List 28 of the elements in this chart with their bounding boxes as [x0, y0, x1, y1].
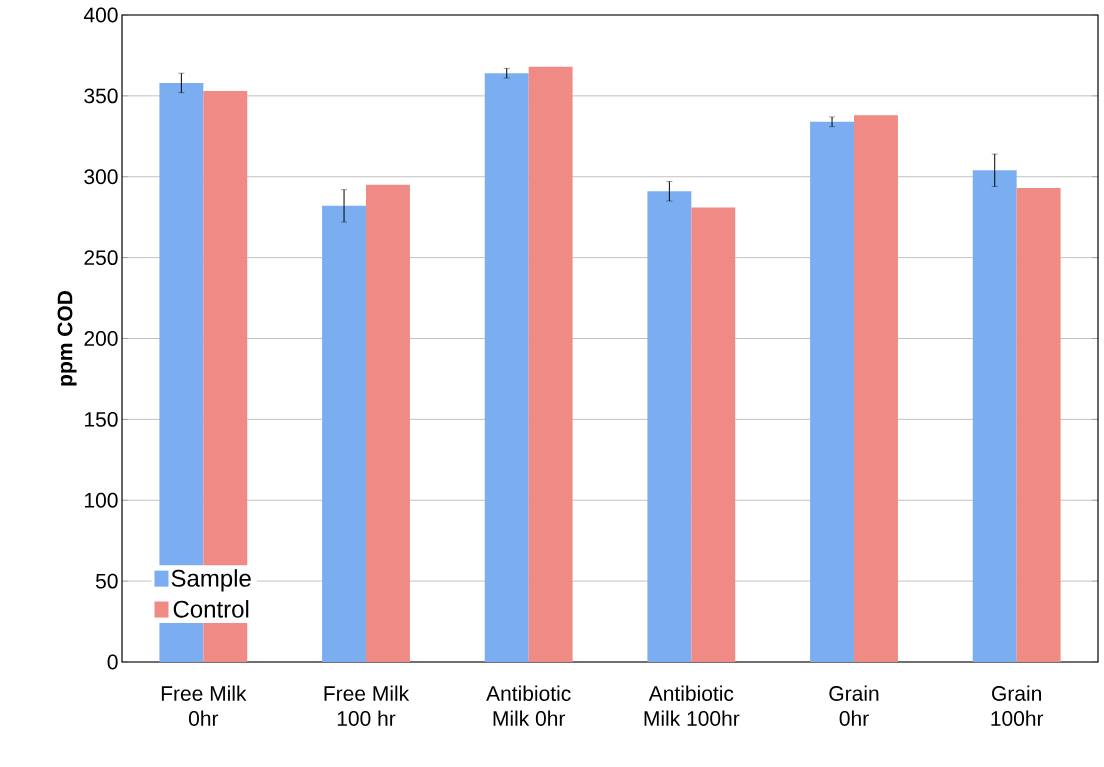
y-axis-title: ppm COD — [57, 290, 77, 386]
y-tick-label: 0 — [107, 654, 118, 670]
x-tick-label: Grain 100hr — [991, 685, 1044, 726]
y-tick-label: 250 — [84, 250, 118, 266]
x-tick-label: Antibiotic Milk 0hr — [486, 685, 571, 726]
bar — [810, 121, 854, 662]
y-tick-label: 400 — [83, 7, 118, 23]
y-tick-label: 100 — [85, 492, 118, 508]
legend-label: Control — [173, 600, 249, 618]
bar — [484, 73, 529, 662]
bar — [1016, 188, 1061, 662]
bar — [854, 115, 898, 662]
x-tick-label: Antibiotic Milk 100hr — [644, 685, 740, 726]
bar — [972, 170, 1017, 662]
y-tick-label: 150 — [85, 411, 118, 427]
bar — [366, 184, 410, 662]
y-tick-label: 350 — [84, 88, 118, 104]
x-tick-label: Grain 0hr — [829, 685, 879, 726]
y-tick-label: 300 — [84, 169, 118, 185]
legend-label: Sample — [171, 569, 251, 592]
y-tick-label: 50 — [95, 573, 118, 589]
x-tick-label: Free Milk 100 hr — [324, 685, 410, 726]
bar — [691, 207, 736, 662]
bar — [322, 205, 366, 662]
x-tick-label: Free Milk 0hr — [161, 685, 247, 726]
y-tick-label: 200 — [84, 331, 118, 346]
bar — [647, 191, 692, 662]
bar — [528, 66, 573, 662]
